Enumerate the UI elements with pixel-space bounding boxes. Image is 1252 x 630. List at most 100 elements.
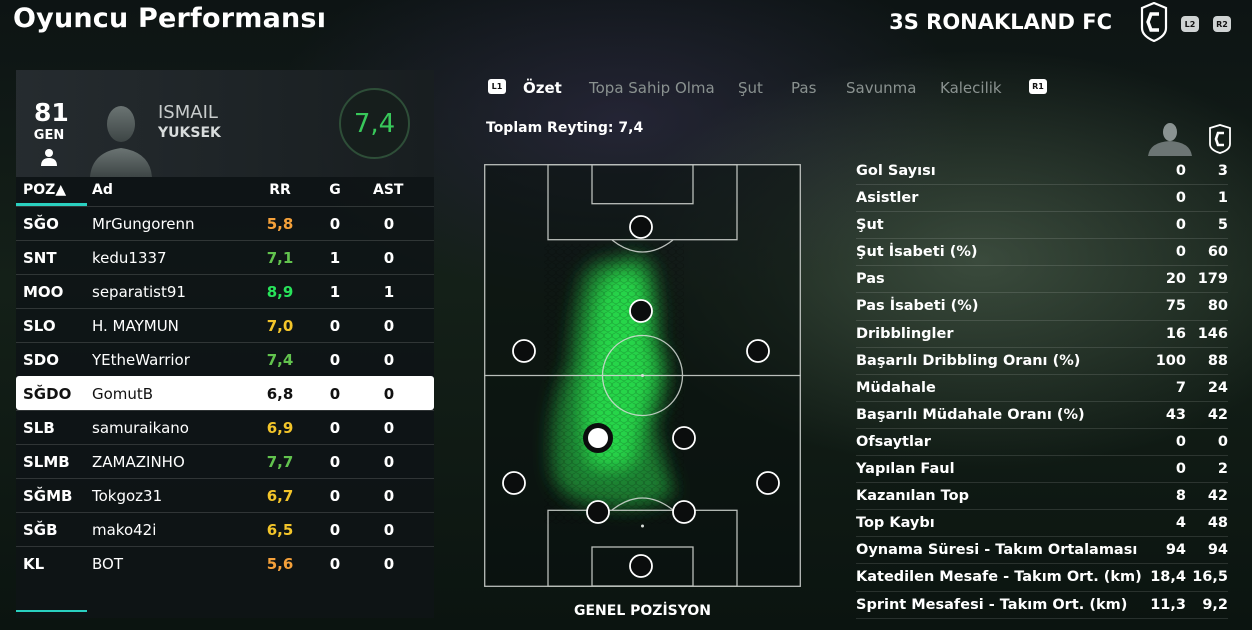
tab-topa-sahip-olma[interactable]: Topa Sahip Olma: [589, 79, 715, 97]
stat-team-value: 48: [1207, 515, 1228, 532]
player-goals-cell: 0: [329, 215, 341, 233]
tab-kalecilik[interactable]: Kalecilik: [940, 79, 1002, 97]
stat-player-value: 0: [1175, 433, 1186, 450]
table-row[interactable]: MOO separatist91 8,9 1 1: [16, 274, 434, 308]
table-row[interactable]: SLB samuraikano 6,9 0 0: [16, 410, 434, 444]
player-table-body: SĞO MrGungorenn 5,8 0 0 SNT kedu1337 7,1 1 0 MOO se…: [16, 206, 434, 580]
player-name-cell: GomutB: [92, 385, 154, 403]
tab-pas[interactable]: Pas: [791, 79, 817, 97]
marker-gk: [629, 554, 653, 578]
stat-player-value: 94: [1165, 542, 1186, 559]
stat-label: Dribblingler: [856, 325, 954, 342]
player-goals-cell: 0: [329, 555, 341, 573]
marker-sdo: [746, 339, 770, 363]
table-row[interactable]: SLO H. MAYMUN 7,0 0 0: [16, 308, 434, 342]
sort-indicator: [16, 203, 87, 206]
stat-player-value: 75: [1165, 298, 1186, 315]
stat-team-value: 42: [1207, 488, 1228, 505]
stat-row: Gol Sayısı 0 3: [856, 158, 1228, 186]
table-row[interactable]: SDO YEtheWarrior 7,4 0 0: [16, 342, 434, 376]
club-name: 3S RONAKLAND FC: [889, 10, 1112, 34]
player-rr-cell: 6,5: [266, 521, 294, 539]
table-row[interactable]: KL BOT 5,6 0 0: [16, 546, 434, 580]
stat-row: Şut İsabeti (%) 0 60: [856, 239, 1228, 267]
person-icon: [41, 149, 57, 166]
stat-player-value: 11,3: [1150, 596, 1186, 613]
stat-row: Pas İsabeti (%) 75 80: [856, 293, 1228, 321]
player-rr-cell: 5,8: [266, 215, 294, 233]
player-last-name: YUKSEK: [158, 125, 221, 141]
player-silhouette-icon: [1148, 123, 1192, 156]
player-assists-cell: 0: [383, 453, 395, 471]
tab-ozet[interactable]: Özet: [523, 79, 562, 97]
player-goals-cell: 0: [329, 453, 341, 471]
stat-player-value: 0: [1175, 190, 1186, 207]
header-name[interactable]: Ad: [92, 182, 113, 198]
player-name-cell: samuraikano: [92, 419, 189, 437]
player-header: 81 GEN ISMAIL YUKSEK 7,4: [16, 70, 434, 177]
stat-label: Top Kaybı: [856, 515, 935, 532]
header-pos[interactable]: POZ▲: [23, 182, 67, 198]
player-goals-cell: 0: [329, 521, 341, 539]
player-pos-cell: MOO: [23, 283, 64, 301]
stat-player-value: 7: [1175, 379, 1186, 396]
stat-row: Şut 0 5: [856, 212, 1228, 240]
player-assists-cell: 0: [383, 521, 395, 539]
player-goals-cell: 0: [329, 487, 341, 505]
stat-label: Oynama Süresi - Takım Ortalaması: [856, 542, 1138, 559]
pitch-heatmap: [484, 164, 801, 587]
stat-player-value: 4: [1175, 515, 1186, 532]
player-goals-cell: 0: [329, 351, 341, 369]
stat-row: Müdahale 7 24: [856, 375, 1228, 402]
stat-row: Yapılan Faul 0 2: [856, 456, 1228, 484]
table-header: POZ▲ Ad RR G AST: [16, 177, 434, 206]
table-row[interactable]: SNT kedu1337 7,1 1 0: [16, 240, 434, 274]
l2-button[interactable]: L2: [1181, 16, 1199, 32]
player-rr-cell: 7,4: [266, 351, 294, 369]
stat-team-value: 42: [1207, 406, 1228, 423]
marker-right-cm: [672, 426, 696, 450]
stat-label: Yapılan Faul: [856, 461, 955, 478]
player-silhouette-icon: [90, 106, 152, 177]
marker-slb: [502, 471, 526, 495]
stat-row: Asistler 0 1: [856, 185, 1228, 213]
stat-row: Başarılı Müdahale Oranı (%) 43 42: [856, 402, 1228, 429]
header-rr[interactable]: RR: [269, 182, 291, 198]
stat-label: Asistler: [856, 190, 919, 207]
player-name-cell: MrGungorenn: [92, 215, 195, 233]
player-name-cell: separatist91: [92, 283, 186, 301]
table-row[interactable]: SĞO MrGungorenn 5,8 0 0: [16, 206, 434, 240]
marker-rcb: [672, 500, 696, 524]
player-assists-cell: 0: [383, 249, 395, 267]
table-row[interactable]: SĞB mako42i 6,5 0 0: [16, 512, 434, 546]
player-goals-cell: 1: [329, 283, 341, 301]
header-g[interactable]: G: [329, 182, 341, 198]
stat-player-value: 43: [1165, 406, 1186, 423]
player-name-cell: YEtheWarrior: [92, 351, 190, 369]
tab-savunma[interactable]: Savunma: [846, 79, 917, 97]
header-ast[interactable]: AST: [373, 182, 404, 198]
player-assists-cell: 1: [383, 283, 395, 301]
player-first-name: ISMAIL: [158, 102, 218, 123]
r1-button[interactable]: R1: [1029, 79, 1047, 94]
table-row[interactable]: SLMB ZAMAZINHO 7,7 0 0: [16, 444, 434, 478]
tab-sut[interactable]: Şut: [738, 79, 763, 97]
player-pos-cell: SNT: [23, 249, 57, 267]
player-list-panel: 81 GEN ISMAIL YUKSEK 7,4 POZ▲ Ad RR G AS…: [16, 70, 434, 618]
l1-button[interactable]: L1: [488, 79, 506, 94]
marker-sgo: [629, 215, 653, 239]
stat-row: Başarılı Dribbling Oranı (%) 100 88: [856, 348, 1228, 375]
club-crest-icon: [1140, 2, 1168, 42]
player-pos-cell: SLMB: [23, 453, 70, 471]
stat-label: Katedilen Mesafe - Takım Ort. (km): [856, 569, 1142, 586]
r2-button[interactable]: R2: [1213, 16, 1231, 32]
stat-player-value: 0: [1175, 163, 1186, 179]
player-ovr: 81: [34, 98, 69, 127]
table-row[interactable]: SĞMB Tokgoz31 6,7 0 0: [16, 478, 434, 512]
stat-label: Kazanılan Top: [856, 488, 969, 505]
stat-label: Pas İsabeti (%): [856, 298, 979, 315]
table-row[interactable]: SĞDO GomutB 6,8 0 0: [16, 376, 434, 410]
stat-label: Gol Sayısı: [856, 163, 936, 179]
stat-team-value: 146: [1197, 325, 1228, 342]
player-goals-cell: 0: [329, 419, 341, 437]
